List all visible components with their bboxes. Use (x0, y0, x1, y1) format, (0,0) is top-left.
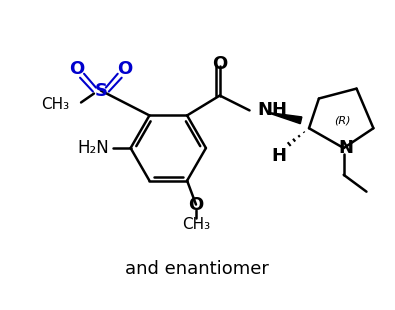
Text: CH₃: CH₃ (182, 217, 210, 232)
Text: NH: NH (258, 101, 288, 119)
Text: O: O (117, 60, 132, 78)
Text: CH₃: CH₃ (41, 97, 69, 112)
Text: N: N (338, 139, 353, 157)
Text: O: O (188, 196, 204, 214)
Text: O: O (70, 60, 85, 78)
Text: O: O (212, 55, 228, 73)
Text: H₂N: H₂N (77, 139, 109, 157)
Text: S: S (94, 82, 107, 100)
Polygon shape (271, 113, 302, 124)
Text: and enantiomer: and enantiomer (125, 260, 269, 278)
Text: H: H (272, 147, 287, 165)
Text: (R): (R) (334, 115, 350, 125)
